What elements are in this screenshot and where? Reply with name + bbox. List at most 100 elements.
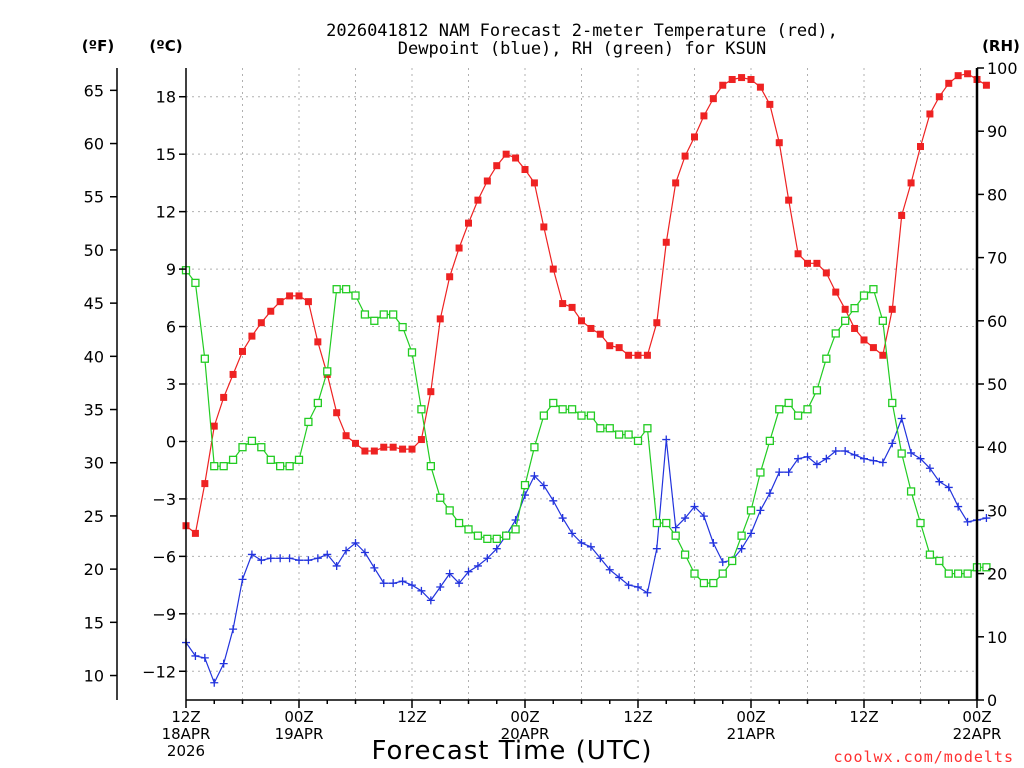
dewpoint-point — [690, 502, 699, 511]
temperature-point — [775, 139, 783, 147]
dewpoint-point — [276, 554, 285, 563]
rh-point — [276, 462, 285, 471]
celsius-tick-label: −9 — [152, 605, 176, 624]
x-tick-label: 22APR — [953, 725, 1002, 743]
rh-point — [756, 468, 765, 477]
temperature-point — [399, 445, 407, 453]
dewpoint-point — [925, 464, 934, 473]
temperature-point — [766, 100, 774, 108]
temperature-point — [747, 75, 755, 83]
chart-title-line-1: 2026041812 NAM Forecast 2-meter Temperat… — [326, 21, 838, 41]
temperature-point — [596, 330, 604, 338]
x-tick-label: 12Z — [849, 708, 878, 726]
dewpoint-point — [812, 460, 821, 469]
rh-tick-label: 90 — [987, 122, 1007, 141]
temperature-point — [907, 179, 915, 187]
temperature-point — [210, 422, 218, 430]
x-tick-label: 00Z — [510, 708, 539, 726]
temperature-point — [804, 259, 811, 267]
rh-point — [370, 316, 379, 325]
dewpoint-point — [417, 586, 426, 595]
rh-point — [963, 569, 972, 578]
temperature-point — [822, 269, 830, 277]
celsius-tick-label: 0 — [166, 432, 176, 451]
rh-point — [530, 443, 539, 452]
dewpoint-point — [954, 502, 963, 511]
dewpoint-point — [247, 550, 256, 559]
gridlines — [186, 68, 977, 700]
dewpoint-point — [464, 567, 473, 576]
rh-point — [323, 367, 332, 376]
rh-point — [360, 310, 370, 319]
dewpoint-point — [379, 579, 388, 588]
temperature-point — [851, 324, 859, 332]
rh-point — [379, 310, 388, 319]
rh-point — [191, 278, 200, 288]
dewpoint-point — [709, 538, 718, 547]
dewpoint-point — [473, 561, 482, 570]
temperature-point — [728, 75, 736, 83]
celsius-tick-label: 3 — [166, 375, 176, 394]
fahrenheit-unit-label: (ºF) — [82, 37, 114, 55]
dewpoint-point — [351, 538, 360, 547]
rh-point — [257, 443, 266, 452]
rh-point — [341, 285, 351, 294]
dewpoint-point — [210, 678, 219, 687]
temperature-point — [681, 152, 689, 160]
temperature-point — [530, 179, 538, 187]
fahrenheit-tick-label: 15 — [84, 613, 104, 632]
dewpoint-point — [860, 454, 868, 463]
axes — [110, 67, 984, 708]
rh-point — [671, 531, 680, 540]
temperature-point — [540, 223, 548, 231]
credit-label: coolwx.com/modelts — [833, 748, 1014, 766]
temperature-point — [898, 211, 906, 219]
temperature-point — [643, 351, 651, 359]
rh-point — [200, 354, 209, 363]
dewpoint-point — [530, 471, 539, 480]
dewpoint-point — [671, 523, 680, 532]
fahrenheit-tick-label: 55 — [84, 188, 104, 207]
rh-point — [784, 398, 793, 408]
dewpoint-point — [794, 454, 803, 463]
dewpoint-point — [699, 512, 708, 521]
dewpoint-point — [605, 565, 614, 574]
dewpoint-point — [963, 517, 972, 526]
dewpoint-point — [360, 548, 369, 557]
temperature-point — [841, 305, 849, 313]
rh-point — [304, 417, 313, 427]
dewpoint-point — [662, 435, 671, 444]
rh-point — [831, 329, 840, 338]
rh-point — [775, 405, 784, 414]
dewpoint-point — [765, 489, 774, 498]
dewpoint-point — [549, 496, 558, 505]
dewpoint-point — [398, 577, 407, 586]
temperature-point — [201, 480, 209, 488]
temperature-point — [549, 265, 557, 273]
x-tick-label: 18APR — [162, 725, 211, 743]
rh-point — [351, 291, 360, 300]
temperature-point — [700, 112, 708, 120]
temperature-point — [954, 72, 962, 80]
temperature-point — [446, 273, 454, 281]
rh-point — [878, 316, 887, 325]
dewpoint-point — [219, 659, 228, 668]
temperature-point — [483, 177, 491, 185]
x-tick-label: 20APR — [501, 725, 550, 743]
temperature-point — [888, 305, 896, 313]
dewpoint-point — [304, 556, 313, 565]
temperature-point — [568, 303, 576, 311]
dewpoint-point — [266, 554, 275, 563]
rh-point — [633, 436, 643, 446]
temperature-point — [738, 74, 746, 82]
rh-point — [859, 291, 869, 300]
temperature-point — [606, 342, 614, 350]
rh-point — [803, 405, 812, 414]
rh-point — [869, 285, 878, 294]
rh-point — [765, 436, 774, 446]
dewpoint-point — [784, 468, 793, 477]
temperature-point — [879, 351, 887, 359]
temperature-point — [248, 332, 256, 340]
fahrenheit-tick-label: 50 — [84, 241, 104, 260]
